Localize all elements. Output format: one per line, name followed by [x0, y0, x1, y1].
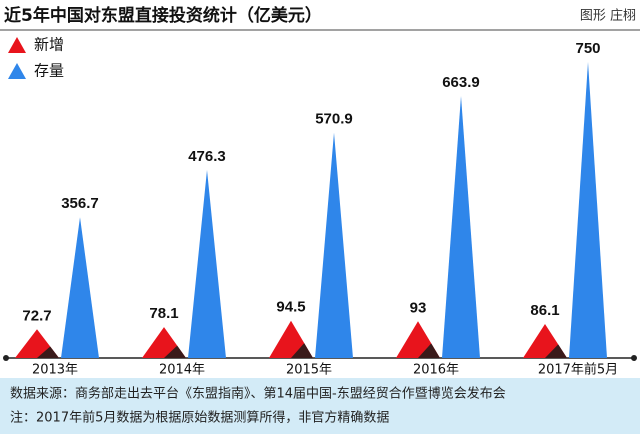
spike: [61, 217, 99, 358]
value-label: 72.7: [22, 307, 51, 324]
legend-label: 存量: [34, 62, 64, 80]
spike-shadow: [291, 343, 313, 358]
spike: [315, 132, 353, 358]
spike-shadow: [418, 343, 440, 358]
footer-background: [0, 378, 640, 434]
spike: [442, 95, 480, 358]
x-tick-label: 2017年前5月: [538, 362, 618, 378]
value-label: 356.7: [61, 195, 99, 212]
value-label: 570.9: [315, 111, 353, 128]
spike-shadow: [37, 346, 59, 358]
value-label: 93: [410, 299, 427, 316]
source-note: 数据来源：商务部走出去平台《东盟指南》、第14届中国-东盟经贸合作暨博览会发布会: [10, 386, 506, 402]
value-label: 86.1: [530, 302, 559, 319]
value-label: 476.3: [188, 148, 226, 165]
value-label: 663.9: [442, 74, 480, 91]
legend-marker: [8, 63, 26, 79]
x-tick-label: 2015年: [286, 363, 332, 378]
legend-label: 新增: [34, 36, 64, 54]
spike: [569, 62, 607, 358]
spike-shadow: [164, 345, 186, 358]
value-label: 78.1: [149, 305, 178, 322]
legend-marker: [8, 37, 26, 53]
spike: [188, 170, 226, 358]
credit: 图形 庄栩: [580, 8, 636, 24]
x-tick-label: 2016年: [413, 363, 459, 378]
chart-title: 近5年中国对东盟直接投资统计（亿美元）: [4, 5, 322, 26]
footnote: 注：2017年前5月数据为根据原始数据测算所得，非官方精确数据: [10, 410, 389, 426]
baseline-end: [3, 355, 9, 361]
x-tick-label: 2014年: [159, 363, 205, 378]
x-tick-label: 2013年: [32, 363, 78, 378]
value-label: 94.5: [276, 299, 305, 316]
baseline-end: [631, 355, 637, 361]
spike-shadow: [545, 344, 567, 358]
value-label: 750: [575, 40, 600, 57]
